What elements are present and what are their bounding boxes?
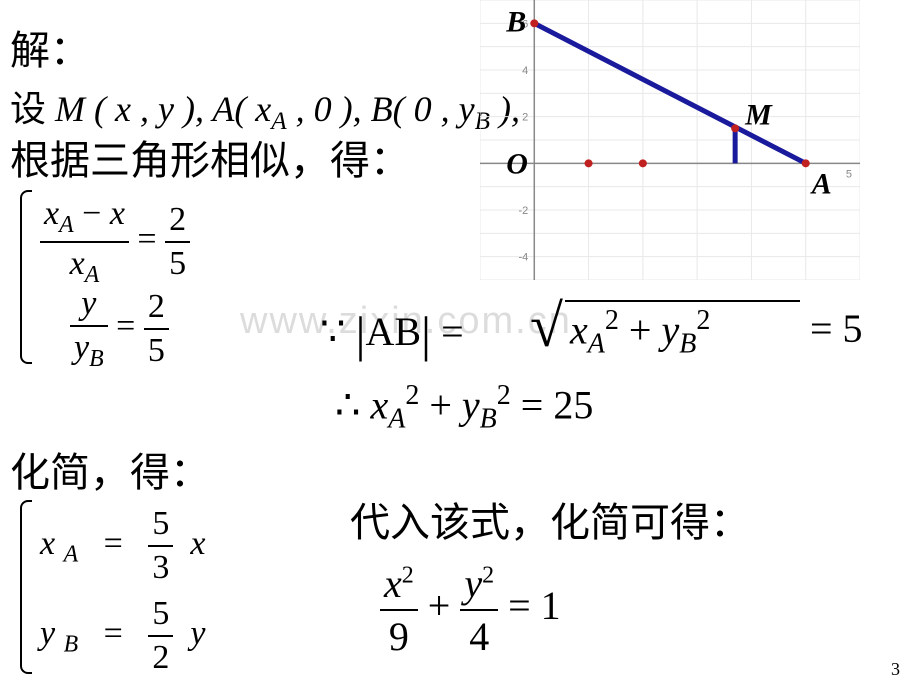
n2: 2 bbox=[165, 201, 190, 243]
sys2-eq1: x A = 5 3 x bbox=[40, 505, 205, 587]
line-substitute: 代入该式，化简可得： bbox=[350, 490, 750, 548]
fx-den: 9 bbox=[380, 611, 418, 660]
final-x-frac: x2 9 bbox=[380, 560, 418, 660]
eq: = bbox=[431, 309, 464, 354]
ab: AB bbox=[365, 309, 421, 354]
page: www.zixin.com.cn 解： 设 M ( x , y ), A( xA… bbox=[0, 0, 920, 690]
svg-text:M: M bbox=[744, 98, 773, 131]
xa3: x bbox=[570, 307, 588, 352]
sys2-eq1-rhs: 5 3 bbox=[148, 505, 173, 587]
svg-text:A: A bbox=[810, 167, 832, 200]
sys2-eq2: y B = 5 2 y bbox=[40, 595, 205, 677]
yb4-sub: B bbox=[480, 403, 497, 434]
xa2: x bbox=[70, 245, 85, 282]
rbar: | bbox=[421, 306, 431, 362]
args-A-open: ( x bbox=[234, 89, 271, 129]
line-solution: 解： bbox=[10, 18, 90, 76]
sqrt-bar bbox=[565, 300, 800, 302]
svg-text:B: B bbox=[505, 5, 526, 38]
d5b: 5 bbox=[144, 330, 169, 370]
sys1-eq1-lhs: xA − x xA bbox=[40, 195, 129, 289]
sys1-eq2-rhs: 2 5 bbox=[144, 288, 169, 370]
y: y bbox=[81, 285, 96, 322]
p2d: 2 bbox=[497, 380, 511, 411]
xa4-sub: A bbox=[388, 403, 405, 434]
yb5-sub: B bbox=[64, 632, 79, 658]
therefore: ∴ bbox=[335, 382, 370, 427]
yb-sub: B bbox=[89, 346, 104, 372]
xa5-sub: A bbox=[64, 542, 79, 568]
fy-pow: 2 bbox=[482, 563, 494, 589]
d5: 5 bbox=[165, 243, 190, 283]
sys2-eq2-rhs: 5 2 bbox=[148, 595, 173, 677]
xa: x bbox=[44, 195, 59, 232]
yb: y bbox=[74, 329, 89, 366]
frhs: = 1 bbox=[508, 583, 561, 628]
minus: − bbox=[74, 195, 110, 232]
ab2-line: ∴ xA2 + yB2 = 25 bbox=[335, 380, 593, 435]
ab-rhs: = 5 bbox=[810, 305, 863, 352]
svg-text:O: O bbox=[506, 147, 528, 180]
page-number: 3 bbox=[891, 659, 900, 680]
svg-text:-2: -2 bbox=[519, 205, 529, 217]
ab-line: ∵ |AB| = bbox=[320, 305, 464, 363]
lbar: | bbox=[355, 306, 365, 362]
eq25: = 25 bbox=[511, 382, 594, 427]
d2: 2 bbox=[148, 637, 173, 677]
svg-text:5: 5 bbox=[846, 168, 852, 180]
n5: 5 bbox=[148, 505, 173, 547]
yb3-sub: B bbox=[679, 328, 696, 359]
args-B-open: ( 0 , y bbox=[393, 89, 475, 129]
plus2: + bbox=[419, 382, 462, 427]
xa3-sub: A bbox=[588, 328, 605, 359]
eq: = bbox=[137, 221, 165, 258]
var-A: A bbox=[212, 89, 234, 129]
fplus: + bbox=[428, 583, 461, 628]
args-M: ( x , y ), bbox=[85, 89, 212, 129]
sys1-eq2-lhs: y yB bbox=[70, 285, 108, 373]
p2c: 2 bbox=[405, 380, 419, 411]
xa-sub: A bbox=[59, 212, 74, 238]
p2a: 2 bbox=[605, 305, 619, 336]
y2: y bbox=[190, 615, 205, 652]
yb3: y bbox=[661, 307, 679, 352]
p2b: 2 bbox=[696, 305, 710, 336]
yb4: y bbox=[462, 382, 480, 427]
xa4: x bbox=[370, 382, 388, 427]
n2b: 2 bbox=[144, 288, 169, 330]
because: ∵ bbox=[320, 309, 355, 354]
coordinate-graph: -4-22465BAMO bbox=[480, 0, 860, 280]
sqrt-body: xA2 + yB2 bbox=[570, 305, 710, 360]
args-A-close: , 0 ), bbox=[287, 89, 371, 129]
var-M: M bbox=[55, 89, 85, 129]
brace-sys1 bbox=[20, 190, 32, 364]
xa5: x bbox=[40, 525, 55, 562]
brace-sys2 bbox=[20, 500, 32, 674]
sys1-eq1: xA − x xA = 2 5 bbox=[40, 195, 190, 289]
final-y-frac: y2 4 bbox=[460, 560, 498, 660]
fy: y bbox=[464, 561, 482, 606]
svg-text:-4: -4 bbox=[519, 252, 529, 264]
final-eq: x2 9 + y2 4 = 1 bbox=[380, 560, 561, 660]
sys1-eq1-rhs: 2 5 bbox=[165, 201, 190, 283]
sys1-eq2: y yB = 2 5 bbox=[70, 285, 169, 373]
line-simplify: 化简，得： bbox=[10, 440, 210, 498]
let-prefix: 设 bbox=[10, 89, 55, 129]
yb5: y bbox=[40, 615, 55, 652]
xa2-sub: A bbox=[85, 262, 100, 288]
svg-text:4: 4 bbox=[522, 65, 528, 77]
fx: x bbox=[384, 561, 402, 606]
plus: + bbox=[619, 307, 662, 352]
line-similar: 根据三角形相似，得： bbox=[10, 128, 410, 186]
x: x bbox=[110, 195, 125, 232]
d3: 3 bbox=[148, 547, 173, 587]
var-B: B bbox=[371, 89, 393, 129]
n5b: 5 bbox=[148, 595, 173, 637]
eq: = bbox=[116, 308, 144, 345]
fy-den: 4 bbox=[460, 611, 498, 660]
svg-text:2: 2 bbox=[522, 112, 528, 124]
sqrt-radical: √ bbox=[530, 292, 563, 361]
x2: x bbox=[190, 525, 205, 562]
fx-pow: 2 bbox=[402, 563, 414, 589]
